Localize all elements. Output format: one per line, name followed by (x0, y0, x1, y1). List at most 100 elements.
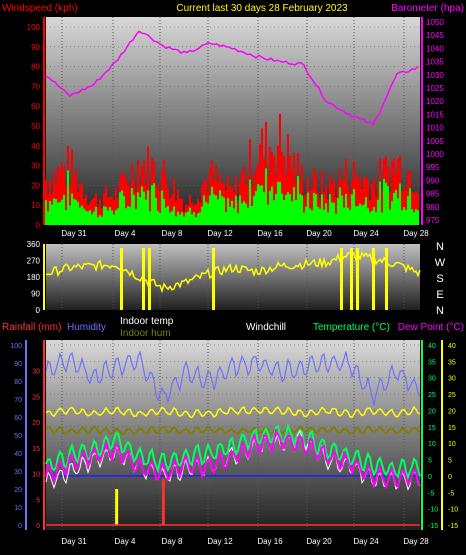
rain-tick-label: 25 (32, 394, 40, 401)
data-marks (45, 30, 421, 526)
humidity-tick-label: 70 (14, 397, 22, 404)
temp-left-tick-label: 20 (428, 408, 436, 415)
wind-x-tick-label: Day 12 (207, 229, 233, 238)
direction-left-tick-label: 270 (27, 257, 41, 266)
temp-left-tick-label: -10 (428, 507, 438, 514)
temp-x-tick-label: Day 16 (257, 537, 283, 546)
temp-left-tick-label: 15 (428, 425, 436, 432)
barometer-axis-title: Barometer (hpa) (391, 3, 464, 14)
temp-left-tick-label: 35 (428, 359, 436, 366)
wind-x-labels: Day 31 Day 4 Day 8 Day 12 Day 16 Day 20 Day 24… (61, 229, 429, 238)
temp-x-tick-label: Day 28 (403, 537, 429, 546)
humidity-tick-label: 30 (14, 469, 22, 476)
wind-x-tick-label: Day 20 (306, 229, 332, 238)
temp-x-tick-label: Day 8 (162, 537, 183, 546)
wind-left-tick-label: 0 (36, 221, 41, 230)
windspeed-axis-title: Windspeed (kph) (2, 3, 78, 14)
wind-direction-swing (142, 248, 145, 310)
wind-direction-swing (340, 248, 343, 310)
axes: 0102030405060708090100975980985990995100… (10, 17, 458, 530)
barometer-right-tick-label: 1025 (426, 84, 444, 93)
rain-tick-label: 30 (32, 369, 40, 376)
compass-e: E (436, 289, 443, 301)
temp-left-tick-label: 25 (428, 392, 436, 399)
wind-direction-swing (148, 248, 151, 310)
dewpoint-line (45, 428, 421, 490)
temp-right-tick-label: 30 (448, 376, 456, 383)
rain-tick-label: 20 (32, 420, 40, 427)
humidity-tick-label: 40 (14, 451, 22, 458)
chart-title: Current last 30 days 28 February 2023 (176, 3, 348, 14)
temp-left-tick-label: 5 (428, 458, 432, 465)
wind-left-tick-label: 90 (31, 43, 40, 52)
legend-indoor-temp: Indoor temp (120, 316, 174, 327)
temp-right-tick-label: 15 (448, 425, 456, 432)
temp-right-tick-label: 20 (448, 408, 456, 415)
rain-tick-label: 10 (32, 472, 40, 479)
temp-right-tick-label: 0 (448, 474, 452, 481)
temp-right-tick-label: -15 (448, 523, 458, 530)
humidity-tick-label: 50 (14, 433, 22, 440)
wind-x-tick-label: Day 4 (115, 229, 136, 238)
temp-x-tick-label: Day 20 (306, 537, 332, 546)
humidity-tick-label: 80 (14, 379, 22, 386)
barometer-right-tick-label: 1000 (426, 150, 444, 159)
barometer-right-tick-label: 990 (426, 176, 440, 185)
direction-left-tick-label: 0 (36, 306, 41, 315)
temp-x-tick-label: Day 12 (207, 537, 233, 546)
humidity-tick-label: 20 (14, 487, 22, 494)
legend-rainfall: Rainfall (mm) (2, 322, 61, 333)
wind-left-tick-label: 30 (31, 162, 40, 171)
wind-x-tick-label: Day 24 (353, 229, 379, 238)
temp-panel-background (46, 340, 420, 530)
barometer-right-tick-label: 1020 (426, 97, 444, 106)
temp-x-tick-label: Day 4 (115, 537, 136, 546)
wind-x-tick-label: Day 16 (257, 229, 283, 238)
wind-left-tick-label: 70 (31, 82, 40, 91)
temp-x-tick-label: Day 31 (61, 537, 87, 546)
wind-direction-swing (120, 248, 123, 310)
humidity-line (45, 349, 421, 406)
compass-s: S (436, 273, 443, 285)
temp-right-tick-label: -10 (448, 507, 458, 514)
temp-right-tick-label: 5 (448, 458, 452, 465)
humidity-tick-label: 100 (10, 343, 22, 350)
temp-left-tick-label: -15 (428, 523, 438, 530)
temp-right-tick-label: -5 (448, 490, 454, 497)
temp-right-tick-label: 40 (448, 343, 456, 350)
temp-right-tick-label: 25 (448, 392, 456, 399)
wind-direction-swing (350, 248, 353, 310)
temp-x-tick-label: Day 24 (353, 537, 379, 546)
wind-left-tick-label: 40 (31, 142, 40, 151)
direction-left-tick-label: 180 (27, 273, 41, 282)
barometer-right-tick-label: 1035 (426, 58, 444, 67)
humidity-tick-label: 90 (14, 361, 22, 368)
temp-left-tick-label: 30 (428, 376, 436, 383)
rain-tick-label: 0 (36, 523, 40, 530)
barometer-right-tick-label: 1010 (426, 124, 444, 133)
temp-left-tick-label: 10 (428, 441, 436, 448)
legend-indoor-hum: Indoor hum (120, 328, 171, 339)
barometer-right-tick-label: 985 (426, 190, 440, 199)
humidity-tick-label: 0 (18, 523, 22, 530)
rainfall-bar (161, 478, 165, 525)
temp-x-labels: Day 31 Day 4 Day 8 Day 12 Day 16 Day 20 Day 24… (61, 537, 429, 546)
temp-left-tick-label: 40 (428, 343, 436, 350)
wind-direction-swing (372, 248, 375, 310)
legend-dewpoint: Dew Point (°C) (398, 322, 464, 333)
direction-left-tick-label: 90 (31, 290, 40, 299)
barometer-line (45, 30, 419, 126)
legend-humidity: Humidity (67, 322, 106, 333)
legend-windchill: Windchill (246, 322, 286, 333)
barometer-right-tick-label: 1015 (426, 110, 444, 119)
wind-direction-swing (385, 248, 388, 310)
barometer-right-tick-label: 975 (426, 216, 440, 225)
wind-direction-swing (212, 248, 215, 310)
indoor-temp-line (45, 405, 421, 419)
barometer-right-tick-label: 980 (426, 203, 440, 212)
wind-left-tick-label: 20 (31, 181, 40, 190)
indoor-hum-line (45, 425, 421, 436)
barometer-right-tick-label: 995 (426, 163, 440, 172)
wind-left-tick-label: 50 (31, 122, 40, 131)
barometer-right-tick-label: 1005 (426, 137, 444, 146)
